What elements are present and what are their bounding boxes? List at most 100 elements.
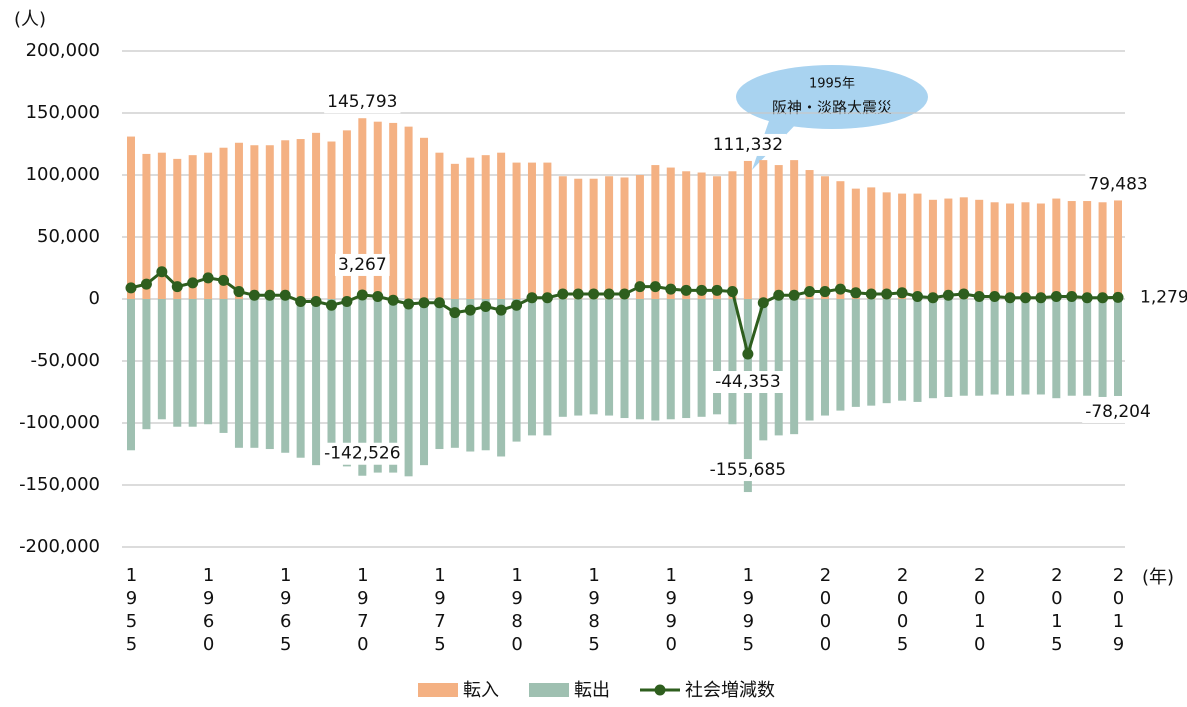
line-marker — [634, 281, 646, 293]
bar — [1114, 299, 1122, 396]
legend-item: 転出 — [529, 680, 610, 701]
value-label-bg — [321, 442, 404, 465]
line-marker — [279, 289, 291, 301]
bar — [250, 299, 259, 448]
bar — [173, 158, 182, 299]
line-marker — [387, 294, 399, 306]
bar — [898, 193, 907, 299]
bar — [959, 299, 968, 396]
line-marker — [788, 289, 800, 301]
bar — [558, 299, 567, 417]
bar — [851, 188, 860, 299]
bar — [836, 299, 845, 411]
bar — [990, 299, 999, 395]
bar — [1052, 299, 1061, 399]
bar — [420, 299, 429, 466]
value-label: 1,279 — [1140, 287, 1187, 307]
value-label-bg — [1085, 173, 1151, 196]
bar — [759, 299, 768, 441]
bar — [265, 145, 274, 299]
value-label: 145,793 — [327, 92, 397, 112]
bar — [805, 170, 814, 299]
x-tick-label: 1995 — [738, 565, 759, 657]
bar — [713, 176, 722, 299]
bar — [743, 160, 752, 299]
line-marker — [140, 278, 152, 290]
bar — [466, 157, 475, 299]
value-label: -78,204 — [1085, 402, 1151, 422]
bar — [497, 152, 506, 299]
value-label-bg — [324, 91, 401, 114]
bar — [358, 118, 367, 300]
line-marker — [480, 300, 492, 312]
bar — [635, 299, 644, 420]
bar — [790, 299, 799, 435]
line-marker — [726, 286, 738, 298]
bar — [142, 153, 151, 299]
y-tick-label: 0 — [89, 288, 100, 309]
bar — [188, 155, 197, 299]
line-marker — [372, 291, 384, 303]
bar — [805, 299, 814, 421]
line-marker — [649, 281, 661, 293]
line-marker — [464, 304, 476, 316]
line-marker — [233, 286, 245, 298]
bar — [481, 299, 490, 451]
bar — [589, 178, 598, 299]
bar — [605, 299, 614, 416]
legend-swatch — [529, 683, 569, 697]
bar — [420, 137, 429, 299]
bar — [327, 141, 336, 299]
bar — [574, 178, 583, 299]
bar — [1067, 299, 1076, 396]
line-marker — [511, 299, 523, 311]
bar — [820, 299, 829, 416]
x-tick-label: 2005 — [892, 565, 913, 657]
line-marker — [757, 297, 769, 309]
line-marker — [1019, 292, 1031, 304]
legend-swatch — [654, 684, 666, 696]
bar — [204, 152, 213, 299]
line-marker — [495, 304, 507, 316]
x-tick-label: 1985 — [584, 565, 605, 657]
line-marker — [341, 295, 353, 307]
bar — [913, 299, 922, 402]
bar — [219, 299, 228, 433]
x-tick-label: 1965 — [275, 565, 296, 657]
line-marker — [912, 291, 924, 303]
bar — [1067, 201, 1076, 299]
bar — [358, 299, 367, 476]
value-label-bg — [712, 370, 784, 393]
x-tick-label: 2019 — [1108, 565, 1129, 657]
value-label: -155,685 — [710, 460, 786, 480]
line-marker — [1066, 291, 1078, 303]
bar — [743, 299, 752, 493]
line-marker — [541, 292, 553, 304]
bar — [882, 299, 891, 404]
line-marker — [989, 291, 1001, 303]
bar — [620, 299, 629, 419]
bar — [990, 202, 999, 299]
bar — [1021, 202, 1030, 299]
bar — [435, 299, 444, 450]
bar — [543, 299, 552, 436]
bar — [250, 145, 259, 299]
line-marker — [156, 266, 168, 278]
line-marker — [1081, 292, 1093, 304]
bar — [558, 176, 567, 299]
annotation-text: 1995年 — [809, 77, 855, 92]
line-marker — [850, 287, 862, 299]
line-marker — [1112, 291, 1124, 303]
line-marker — [619, 288, 630, 300]
y-tick-label: 200,000 — [26, 40, 100, 61]
legend-item: 転入 — [418, 680, 499, 701]
bar — [234, 142, 243, 299]
bar — [312, 299, 321, 466]
x-tick-label: 1980 — [507, 565, 528, 657]
line-marker — [927, 292, 939, 304]
bar — [728, 171, 737, 299]
legend-swatch — [418, 683, 458, 697]
bar — [574, 299, 583, 416]
line-marker — [881, 288, 893, 300]
